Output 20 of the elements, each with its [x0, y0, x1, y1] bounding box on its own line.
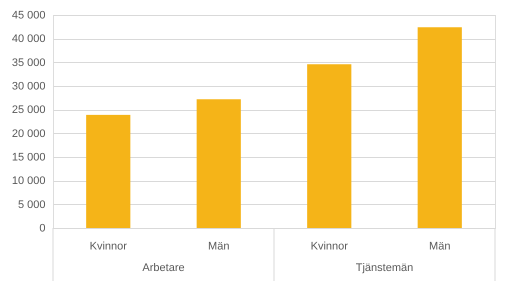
- y-tick-label: 40 000: [12, 33, 46, 46]
- x-tick-label: Män: [208, 240, 230, 252]
- bar: [418, 27, 462, 228]
- bar: [307, 64, 352, 228]
- bar: [196, 99, 241, 228]
- y-tick-label: 25 000: [12, 104, 46, 116]
- text: Tjänstemän: [356, 262, 414, 274]
- y-tick-label: 10 000: [12, 175, 46, 188]
- x-tick-label: Kvinnor: [310, 240, 348, 252]
- y-tick-label: 35 000: [12, 56, 46, 69]
- y-tick-label: 30 000: [12, 80, 46, 92]
- y-tick-label: 20 000: [12, 128, 46, 140]
- x-tick-label: Kvinnor: [90, 240, 128, 252]
- text: Arbetare: [142, 262, 185, 274]
- y-tick-label: 45 000: [12, 10, 46, 22]
- bar: [86, 114, 130, 228]
- y-tick-label: 5 000: [18, 198, 46, 211]
- y-tick-label: 15 000: [12, 152, 46, 164]
- y-tick-label: 0: [39, 222, 46, 234]
- x-tick-label: Män: [429, 240, 450, 252]
